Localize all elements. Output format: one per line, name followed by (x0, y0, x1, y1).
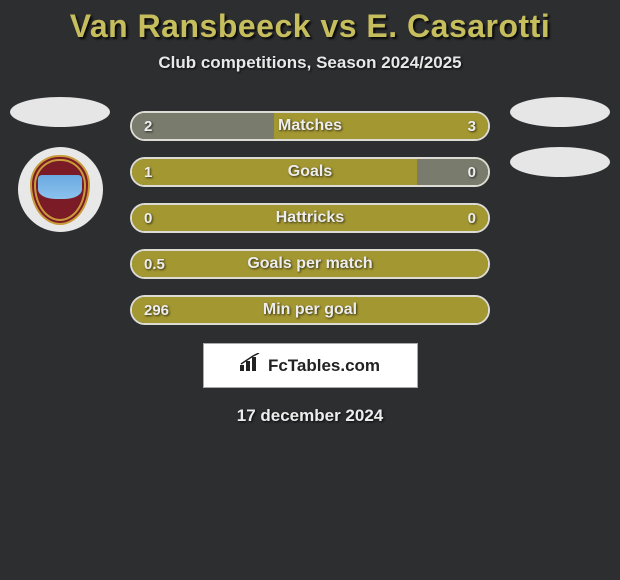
logo-text: FcTables.com (268, 356, 380, 376)
stat-label: Min per goal (132, 297, 488, 323)
bars-icon (240, 353, 262, 378)
right-flag-placeholder (510, 97, 610, 127)
stat-row: 10Goals (130, 157, 490, 187)
left-club-crest (18, 147, 103, 232)
stat-label: Goals (132, 159, 488, 185)
fctables-logo[interactable]: FcTables.com (203, 343, 418, 388)
stat-label: Goals per match (132, 251, 488, 277)
left-flag-placeholder (10, 97, 110, 127)
stat-row: 00Hattricks (130, 203, 490, 233)
date-line: 17 december 2024 (0, 406, 620, 426)
stat-row: 23Matches (130, 111, 490, 141)
crest-shield (30, 155, 90, 225)
stat-row: 296Min per goal (130, 295, 490, 325)
stat-label: Hattricks (132, 205, 488, 231)
stat-row: 0.5Goals per match (130, 249, 490, 279)
page-title: Van Ransbeeck vs E. Casarotti (0, 0, 620, 45)
stats-area: 23Matches 10Goals 00Hattricks 0.5Goals per … (0, 111, 620, 325)
stat-rows: 23Matches 10Goals 00Hattricks 0.5Goals per … (130, 111, 490, 325)
left-badges (10, 97, 110, 232)
crest-sky (38, 175, 82, 199)
subtitle: Club competitions, Season 2024/2025 (0, 53, 620, 73)
right-club-placeholder (510, 147, 610, 177)
right-badges (510, 97, 610, 177)
stat-label: Matches (132, 113, 488, 139)
